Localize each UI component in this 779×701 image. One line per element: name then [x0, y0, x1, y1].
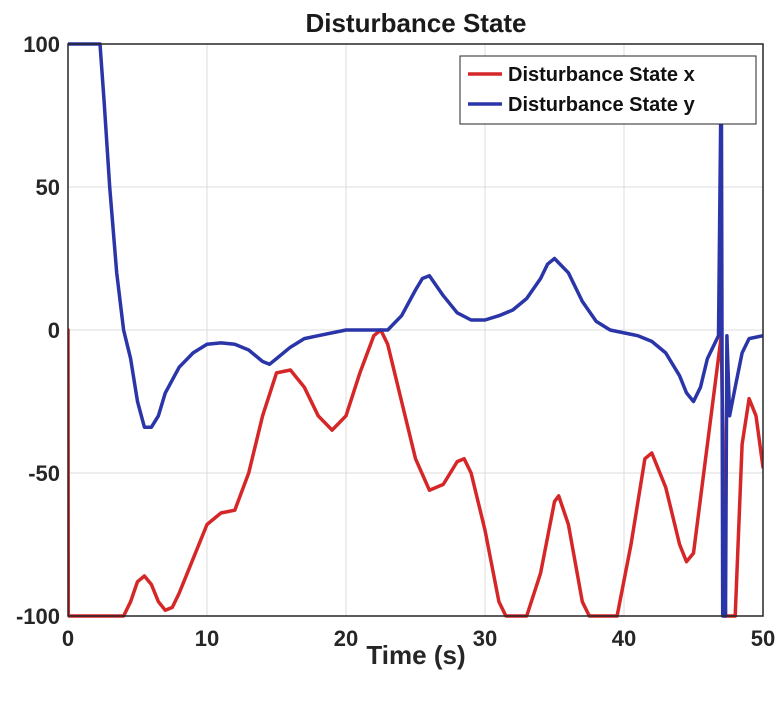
chart-title: Disturbance State [305, 8, 526, 38]
y-tick-label: 50 [36, 175, 60, 200]
series-line-y [68, 42, 763, 618]
legend-box [459, 55, 757, 125]
x-tick-label: 10 [195, 626, 219, 651]
grid [68, 44, 763, 616]
x-tick-label: 20 [334, 626, 358, 651]
series-layer [68, 42, 763, 618]
legend-label-x: Disturbance State x [508, 64, 695, 86]
x-axis-label: Time (s) [366, 640, 465, 670]
y-tick-label: 0 [48, 318, 60, 343]
legend: Disturbance State x Disturbance State y [459, 55, 757, 125]
y-tick-label: 100 [23, 32, 60, 57]
x-tick-label: 50 [751, 626, 775, 651]
series-line-x [68, 328, 763, 618]
plot-area-frame [67, 43, 764, 617]
y-tick-label: -100 [16, 604, 60, 629]
x-tick-label: 0 [62, 626, 74, 651]
y-tick-label: -50 [28, 461, 60, 486]
legend-label-y: Disturbance State y [508, 94, 696, 116]
tick-labels: 0 10 20 30 40 50 -100 -50 0 50 100 [16, 32, 775, 651]
x-tick-label: 40 [612, 626, 636, 651]
x-tick-label: 30 [473, 626, 497, 651]
